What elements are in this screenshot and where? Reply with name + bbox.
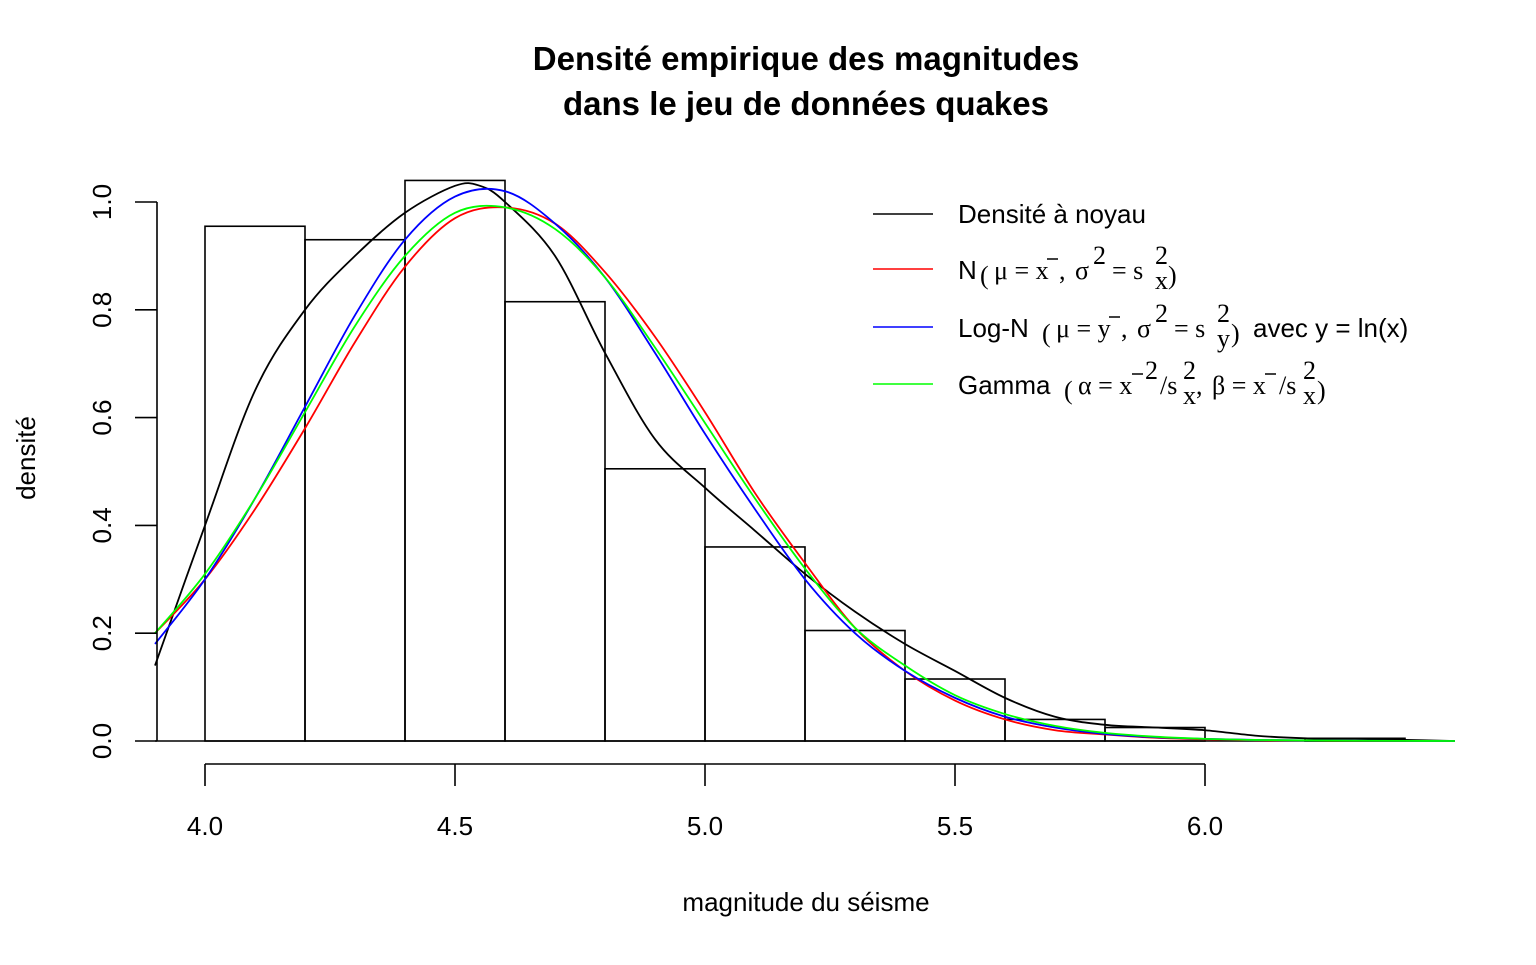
legend-lognormal-mu-eq: μ = y xyxy=(1056,314,1111,343)
legend-gamma-paren-close: ) xyxy=(1317,376,1326,405)
legend-gamma-x-sup: 2 xyxy=(1145,356,1158,385)
x-tick-label: 6.0 xyxy=(1187,811,1223,841)
legend-normal-sigma-sup: 2 xyxy=(1093,241,1106,270)
legend-label-lognormal: Log-N ( μ = y , σ 2 = s 2 y ) avec y = l… xyxy=(958,299,1408,353)
x-tick-label: 5.0 xyxy=(687,811,723,841)
legend-label-kernel: Densité à noyau xyxy=(958,199,1146,229)
legend-lognormal-suffix: avec y = ln(x) xyxy=(1253,313,1408,343)
legend-lognormal-prefix: Log-N xyxy=(958,313,1029,343)
y-axis-label: densité xyxy=(11,416,41,500)
histogram-bar xyxy=(504,300,606,742)
legend-normal-sigma: σ xyxy=(1075,256,1089,285)
legend-gamma-paren-open: ( xyxy=(1064,376,1073,405)
legend-lognormal-s-sup: 2 xyxy=(1217,299,1230,328)
legend-gamma-slash-2: /s xyxy=(1279,371,1296,400)
x-tick-label: 4.0 xyxy=(187,811,223,841)
legend-gamma-beta-eq: β = x xyxy=(1212,371,1266,400)
legend-gamma-s-sup-1: 2 xyxy=(1183,356,1196,385)
legend-gamma-s-sup-2: 2 xyxy=(1303,356,1316,385)
legend-gamma-prefix: Gamma xyxy=(958,370,1051,400)
legend-lognormal-sigma: σ xyxy=(1137,314,1151,343)
legend-normal-s-sub: x xyxy=(1155,266,1168,295)
legend-normal-eq-s: = s xyxy=(1112,256,1143,285)
chart-title-line-2: dans le jeu de données quakes xyxy=(563,85,1049,122)
legend-normal-prefix: N xyxy=(958,255,977,285)
x-tick-label: 4.5 xyxy=(437,811,473,841)
legend-label-gamma: Gamma ( α = x 2 /s 2 x , β = x /s 2 x ) xyxy=(958,356,1326,410)
histogram-bar xyxy=(704,546,806,742)
legend-gamma-slash-1: /s xyxy=(1160,371,1177,400)
y-tick-label: 0.8 xyxy=(87,292,117,328)
legend-normal-mu-eq: μ = x xyxy=(994,256,1049,285)
legend-gamma-alpha-eq: α = x xyxy=(1078,371,1132,400)
x-axis: 4.0 4.5 5.0 5.5 6.0 xyxy=(187,763,1223,841)
curves-layer xyxy=(154,182,1456,742)
legend-label-normal: N ( μ = x , σ 2 = s 2 x ) xyxy=(958,241,1177,295)
legend-normal-s-sup: 2 xyxy=(1155,241,1168,270)
legend-lognormal-s-sub: y xyxy=(1217,324,1230,353)
kernel-density-curve xyxy=(154,182,1456,742)
legend-gamma-comma: , xyxy=(1196,371,1203,400)
y-tick-label: 0.2 xyxy=(87,615,117,651)
legend-gamma-s-sub-1: x xyxy=(1183,381,1196,410)
histogram-bar xyxy=(404,179,506,742)
y-tick-label: 1.0 xyxy=(87,184,117,220)
legend-normal-paren-close: ) xyxy=(1168,261,1177,290)
histogram-bar xyxy=(804,629,906,742)
legend-gamma-s-sub-2: x xyxy=(1303,381,1316,410)
legend-lognormal-comma: , xyxy=(1121,314,1128,343)
legend-lognormal-eq-s: = s xyxy=(1174,314,1205,343)
legend-normal-comma: , xyxy=(1059,256,1066,285)
y-tick-label: 0.6 xyxy=(87,400,117,436)
legend-lognormal-sigma-sup: 2 xyxy=(1155,299,1168,328)
y-axis: 0.0 0.2 0.4 0.6 0.8 1.0 xyxy=(87,184,158,759)
x-tick-label: 5.5 xyxy=(937,811,973,841)
histogram-layer xyxy=(155,179,1455,742)
gamma-curve xyxy=(154,204,1456,742)
y-tick-label: 0.0 xyxy=(87,723,117,759)
legend-normal-paren-open: ( xyxy=(980,261,989,290)
legend-lognormal-paren-open: ( xyxy=(1042,319,1051,348)
legend: Densité à noyau N ( μ = x , σ 2 = s 2 x … xyxy=(873,199,1408,410)
y-tick-label: 0.4 xyxy=(87,507,117,543)
chart-title-line-1: Densité empirique des magnitudes xyxy=(533,40,1079,77)
legend-lognormal-paren-close: ) xyxy=(1231,319,1240,348)
histogram-bar xyxy=(604,468,706,742)
x-axis-label: magnitude du séisme xyxy=(682,887,929,917)
